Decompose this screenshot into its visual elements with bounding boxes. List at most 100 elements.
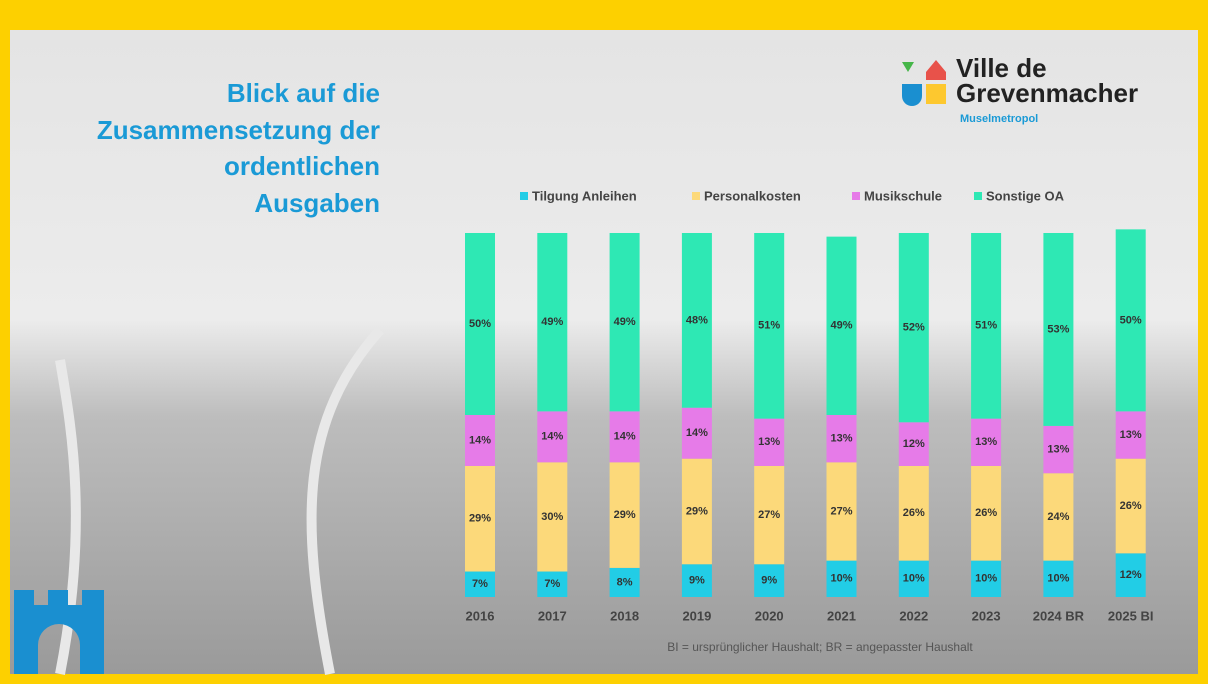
value-label: 9% (689, 575, 705, 587)
value-label: 9% (761, 575, 777, 587)
value-label: 50% (1120, 314, 1142, 326)
value-label: 8% (617, 576, 633, 588)
x-tick-label: 2018 (610, 608, 639, 623)
x-tick-label: 2021 (827, 608, 856, 623)
title-line: Blick auf die (227, 78, 380, 108)
value-label: 50% (469, 318, 491, 330)
value-label: 27% (830, 505, 852, 517)
bar-segment (609, 233, 640, 412)
logo-name: Grevenmacher (956, 78, 1138, 108)
bar-segment (681, 407, 712, 459)
bar-segment (1115, 553, 1146, 597)
bar-segment (465, 465, 495, 572)
value-label: 10% (903, 573, 925, 585)
bar-segment (971, 465, 1002, 561)
bar-segment (826, 415, 857, 463)
value-label: 10% (975, 573, 997, 585)
value-label: 52% (903, 322, 925, 334)
value-label: 13% (830, 433, 852, 445)
value-label: 53% (1047, 323, 1069, 335)
x-tick-label: 2016 (466, 608, 495, 623)
legend-marker (852, 192, 860, 200)
bar-segment (465, 571, 495, 597)
bar-segment (537, 233, 568, 412)
x-tick-label: 2022 (899, 608, 928, 623)
bar-segment (826, 462, 857, 561)
value-label: 13% (1047, 443, 1069, 455)
bar-segment (681, 458, 712, 565)
value-label: 13% (975, 436, 997, 448)
legend-marker (520, 192, 528, 200)
bar-segment (609, 567, 640, 597)
value-label: 48% (686, 314, 708, 326)
value-label: 29% (614, 509, 636, 521)
x-tick-label: 2025 BI (1108, 608, 1154, 623)
bar-segment (826, 236, 857, 415)
title-line: ordentlichen (224, 151, 380, 181)
value-label: 51% (758, 320, 780, 332)
bar-segment (537, 462, 568, 572)
bar-segment (1115, 458, 1146, 554)
logo: Ville de Grevenmacher Muselmetropol (902, 53, 1138, 125)
value-label: 14% (686, 427, 708, 439)
value-label: 7% (472, 578, 488, 590)
value-label: 24% (1047, 511, 1069, 523)
x-tick-label: 2020 (755, 608, 784, 623)
value-label: 26% (1120, 500, 1142, 512)
bar-segment (898, 560, 929, 597)
x-tick-label: 2019 (682, 608, 711, 623)
legend-label: Personalkosten (704, 188, 801, 203)
bar-segment (1115, 229, 1146, 412)
legend-marker (692, 192, 700, 200)
bar-segment (681, 564, 712, 597)
bar-segment (465, 415, 495, 466)
value-label: 14% (541, 431, 563, 443)
bar-segment (898, 233, 929, 423)
bar-segment (537, 411, 568, 463)
logo-block (926, 84, 946, 104)
value-label: 13% (1120, 429, 1142, 441)
value-label: 10% (830, 573, 852, 585)
logo-shield (902, 84, 922, 106)
value-label: 26% (903, 507, 925, 519)
value-label: 49% (541, 316, 563, 328)
value-label: 12% (1120, 569, 1142, 581)
bar-segment (1043, 560, 1074, 597)
bar-segment (898, 465, 929, 561)
value-label: 27% (758, 509, 780, 521)
value-label: 51% (975, 320, 997, 332)
value-label: 29% (469, 513, 491, 525)
value-label: 7% (544, 578, 560, 590)
bar-segment (465, 233, 495, 415)
x-tick-label: 2024 BR (1033, 608, 1085, 623)
logo-house (926, 60, 946, 80)
logo-tagline: Muselmetropol (960, 113, 1038, 125)
legend-label: Musikschule (864, 188, 942, 203)
castle-icon (14, 590, 104, 674)
bar-segment (537, 571, 568, 597)
footnote: BI = ursprünglicher Haushalt; BR = angep… (667, 640, 973, 654)
bar-segment (971, 560, 1002, 597)
x-tick-label: 2023 (972, 608, 1001, 623)
x-tick-label: 2017 (538, 608, 567, 623)
value-label: 30% (541, 511, 563, 523)
value-label: 10% (1047, 573, 1069, 585)
bar-segment (609, 411, 640, 463)
logo-grape (902, 62, 914, 72)
value-label: 13% (758, 436, 780, 448)
value-label: 49% (614, 316, 636, 328)
value-label: 49% (830, 320, 852, 332)
bar-segment (754, 233, 785, 419)
value-label: 14% (614, 431, 636, 443)
bar-segment (1115, 411, 1146, 459)
bar-segment (971, 233, 1002, 419)
bar-segment (754, 465, 785, 565)
bar-segment (609, 462, 640, 568)
value-label: 12% (903, 438, 925, 450)
value-label: 29% (686, 505, 708, 517)
title: Blick auf die Zusammensetzung der ordent… (97, 78, 380, 218)
bar-segment (971, 418, 1002, 466)
title-line: Zusammensetzung der (97, 115, 380, 145)
title-line: Ausgaben (254, 188, 380, 218)
legend-label: Sonstige OA (986, 188, 1065, 203)
